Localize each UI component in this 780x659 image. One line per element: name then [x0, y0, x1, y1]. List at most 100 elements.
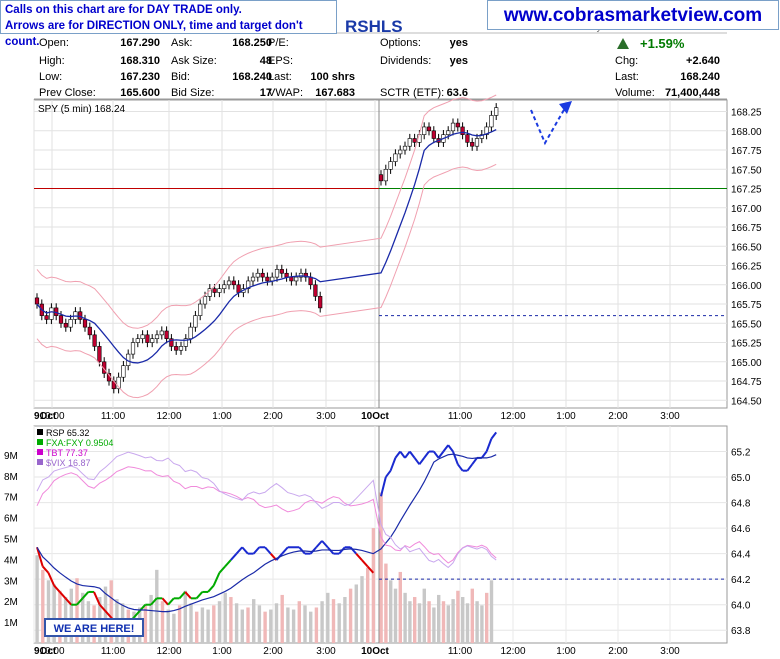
volume-bar — [354, 584, 358, 643]
price-y-tick-label: 166.75 — [731, 223, 762, 234]
rsp-line-segment — [423, 450, 430, 459]
lower-y-tick-label: 65.0 — [731, 473, 751, 484]
quote-label: Ask: — [171, 37, 193, 49]
rsp-line-segment — [349, 546, 357, 555]
price-y-tick-label: 164.75 — [731, 377, 762, 388]
rsp-line-segment — [161, 597, 169, 606]
candle-body — [116, 376, 121, 390]
candle-body — [484, 126, 489, 135]
rsp-line-segment — [399, 450, 406, 459]
quote-label: High: — [39, 55, 65, 67]
rsp-line-segment — [264, 546, 272, 555]
volume-bar — [217, 601, 222, 643]
candle-body — [279, 269, 284, 274]
price-x-tick-label: 3:00 — [316, 411, 336, 422]
volume-bar — [470, 588, 474, 643]
rsp-line-segment — [385, 470, 392, 478]
volume-bar — [348, 588, 353, 643]
volume-bar — [437, 594, 441, 643]
candle-body — [188, 326, 193, 339]
price-y-tick-label: 164.50 — [731, 396, 762, 407]
volume-bar — [223, 592, 227, 643]
lower-legend-swatch — [37, 449, 43, 455]
rsp-line-segment — [394, 450, 401, 459]
volume-bar — [143, 605, 148, 643]
direction-arrow-path — [530, 107, 566, 146]
volume-bar — [183, 590, 187, 643]
rsp-line-segment — [309, 546, 318, 555]
candle-body — [178, 346, 184, 351]
lower-x-tick-label: 3:00 — [316, 646, 336, 657]
candle-body — [159, 330, 164, 336]
lower-band-line — [36, 163, 497, 399]
rsp-line-segment — [207, 584, 215, 593]
candle-body — [378, 174, 384, 182]
candle-body — [383, 169, 388, 182]
price-x-tick-label: 12:00 — [156, 411, 181, 422]
price-x-tick-label: 3:00 — [660, 411, 680, 422]
volume-bar — [246, 607, 250, 643]
candle-body — [202, 296, 208, 305]
rsp-line-segment — [355, 552, 363, 561]
rsp-line-segment — [81, 591, 90, 599]
volume-bar — [286, 607, 290, 643]
volume-bar — [291, 609, 296, 643]
quote-label: Dividends: — [380, 55, 432, 67]
volume-bar — [297, 601, 301, 643]
volume-bar — [200, 607, 205, 643]
rsp-line-segment — [457, 463, 464, 472]
volume-bar — [35, 555, 39, 643]
quote-label: Options: — [380, 37, 421, 49]
price-y-tick-label: 166.50 — [731, 242, 762, 253]
rsp-moving-average — [36, 453, 497, 613]
price-y-tick-label: 166.00 — [731, 281, 762, 292]
lower-legend-swatch — [37, 429, 43, 435]
quote-value: yes — [449, 37, 468, 49]
candle-body — [407, 138, 412, 147]
rsp-line-segment — [452, 451, 459, 465]
lower-y-tick-label: 64.2 — [731, 575, 751, 586]
direction-arrow-head-icon — [559, 101, 572, 114]
candle-body — [198, 303, 203, 316]
volume-bar — [206, 609, 210, 643]
candle-body — [308, 276, 313, 286]
price-y-tick-label: 165.00 — [731, 358, 762, 369]
volume-bar — [456, 590, 460, 643]
rsp-line-segment — [281, 546, 289, 555]
candle-body — [121, 365, 126, 378]
quote-label: SCTR (ETF): — [380, 87, 445, 99]
quote-value: 63.6 — [446, 87, 468, 99]
rsp-line-segment — [47, 572, 56, 586]
quote-value: 165.600 — [120, 87, 160, 99]
price-y-tick-label: 166.25 — [731, 262, 762, 273]
website-banner[interactable]: www.cobrasmarketview.com — [487, 0, 779, 30]
rsp-line-segment — [404, 450, 411, 459]
lower-x-tick-label: 10:00 — [39, 646, 64, 657]
volume-bar — [451, 599, 455, 643]
lower-x-tick-label: 3:00 — [660, 646, 680, 657]
price-y-tick-label: 167.25 — [731, 185, 762, 196]
rsp-line-segment — [36, 546, 44, 567]
quote-label: EPS: — [268, 55, 294, 67]
quote-value: 167.230 — [120, 71, 160, 83]
volume-bar — [75, 578, 79, 643]
rsp-line-segment — [76, 597, 84, 606]
candle-body — [255, 272, 260, 278]
rsp-line-segment — [167, 597, 175, 606]
volume-bar — [58, 590, 62, 643]
volume-bar — [427, 601, 431, 643]
quote-label: Chg: — [615, 55, 639, 67]
candle-body — [236, 284, 241, 293]
price-x-tick-label: 1:00 — [212, 411, 232, 422]
candle-body — [474, 138, 480, 147]
candle-body — [169, 338, 174, 347]
rsp-line-segment — [361, 559, 369, 568]
rsp-line-segment — [490, 431, 497, 440]
rsp-line-segment — [380, 476, 387, 497]
rsp-line-segment — [315, 540, 323, 548]
rsp-line-segment — [212, 572, 221, 586]
volume-y-tick-label: 9M — [4, 451, 18, 462]
volume-bar — [177, 605, 182, 643]
lower-x-tick-label: 12:00 — [500, 646, 525, 657]
rsp-line-segment — [41, 565, 50, 574]
